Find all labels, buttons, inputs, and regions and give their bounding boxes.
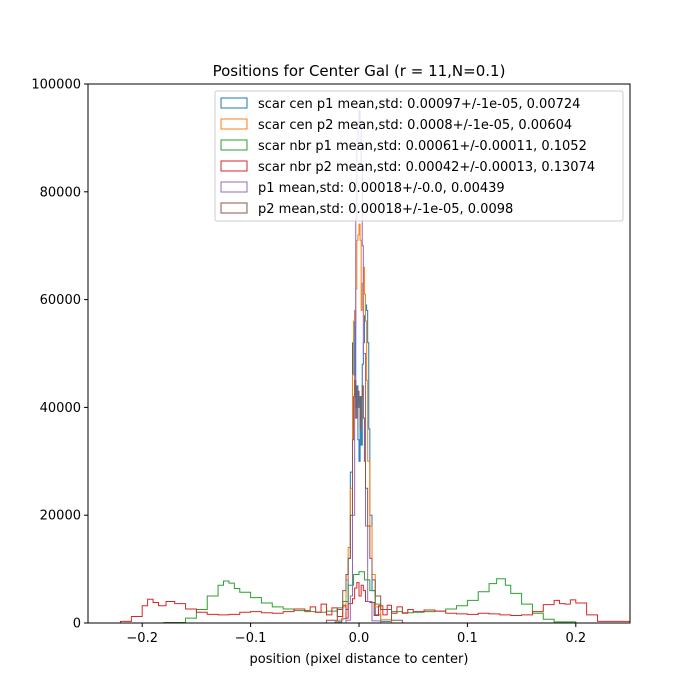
legend-swatch: [220, 202, 248, 214]
x-tick-label: −0.2: [126, 631, 158, 646]
legend-label: p2 mean,std: 0.00018+/-1e-05, 0.0098: [258, 202, 513, 217]
x-tick-label: 0.0: [349, 631, 370, 646]
series-line-6: [315, 379, 403, 624]
legend-swatch: [220, 97, 248, 109]
x-axis: −0.2 −0.1 0.0 0.1 0.2: [126, 623, 586, 646]
legend-label: scar nbr p1 mean,std: 0.00061+/-0.00011,…: [258, 139, 587, 154]
legend-label: p1 mean,std: 0.00018+/-0.0, 0.00439: [258, 181, 505, 196]
y-tick-label: 80000: [40, 185, 81, 200]
y-tick-label: 100000: [31, 78, 81, 93]
y-axis: 0 20000 40000 60000 80000 100000: [31, 78, 88, 632]
series-line-3: [142, 571, 577, 624]
x-tick-label: −0.1: [235, 631, 267, 646]
series-line-2: [326, 223, 393, 624]
legend-swatch: [220, 160, 248, 172]
chart-title: Positions for Center Gal (r = 11,N=0.1): [213, 62, 506, 80]
y-tick-label: 60000: [40, 293, 81, 308]
legend-frame: [214, 90, 624, 222]
legend-label: scar nbr p2 mean,std: 0.00042+/-0.00013,…: [258, 160, 595, 175]
legend: scar cen p1 mean,std: 0.00097+/-1e-05, 0…: [214, 90, 624, 222]
x-tick-label: 0.1: [457, 631, 478, 646]
x-axis-label: position (pixel distance to center): [250, 652, 469, 667]
y-tick-label: 0: [73, 617, 81, 632]
series-line-1: [326, 304, 393, 624]
x-tick-label: 0.2: [565, 631, 586, 646]
legend-label: scar cen p2 mean,std: 0.0008+/-1e-05, 0.…: [258, 118, 572, 133]
legend-swatch: [220, 139, 248, 151]
legend-label: scar cen p1 mean,std: 0.00097+/-1e-05, 0…: [258, 97, 580, 112]
series-line-4: [88, 582, 631, 624]
legend-swatch: [220, 118, 248, 130]
legend-swatch: [220, 181, 248, 193]
y-tick-label: 40000: [40, 401, 81, 416]
y-tick-label: 20000: [40, 509, 81, 524]
